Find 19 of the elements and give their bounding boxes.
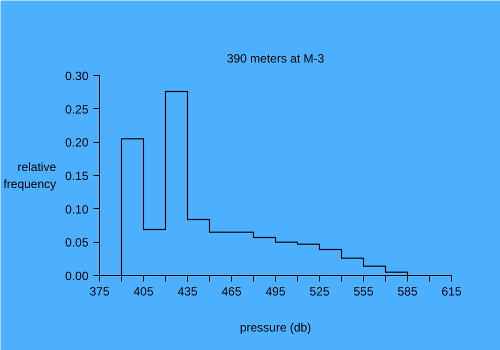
y-tick-label: 0.05 [65, 236, 89, 250]
y-tick-label: 0.00 [65, 269, 89, 283]
y-tick-label: 0.25 [65, 102, 89, 116]
y-tick-label: 0.15 [65, 169, 89, 183]
x-tick-label: 555 [353, 284, 374, 298]
x-tick-label: 375 [89, 284, 110, 298]
y-tick-label: 0.30 [65, 69, 89, 83]
x-tick-label: 495 [265, 284, 286, 298]
y-axis-title: relative frequency [3, 160, 56, 191]
chart-title: 390 meters at M-3 [226, 52, 325, 66]
y-tick-label: 0.20 [65, 136, 89, 150]
x-axis-title: pressure (db) [240, 320, 312, 334]
x-tick-label: 525 [309, 284, 330, 298]
y-tick-label: 0.10 [65, 202, 89, 216]
x-tick-label: 465 [221, 284, 242, 298]
x-tick-label: 405 [133, 284, 154, 298]
x-tick-label: 435 [177, 284, 198, 298]
x-tick-label: 585 [397, 284, 418, 298]
x-tick-label: 615 [441, 284, 462, 298]
